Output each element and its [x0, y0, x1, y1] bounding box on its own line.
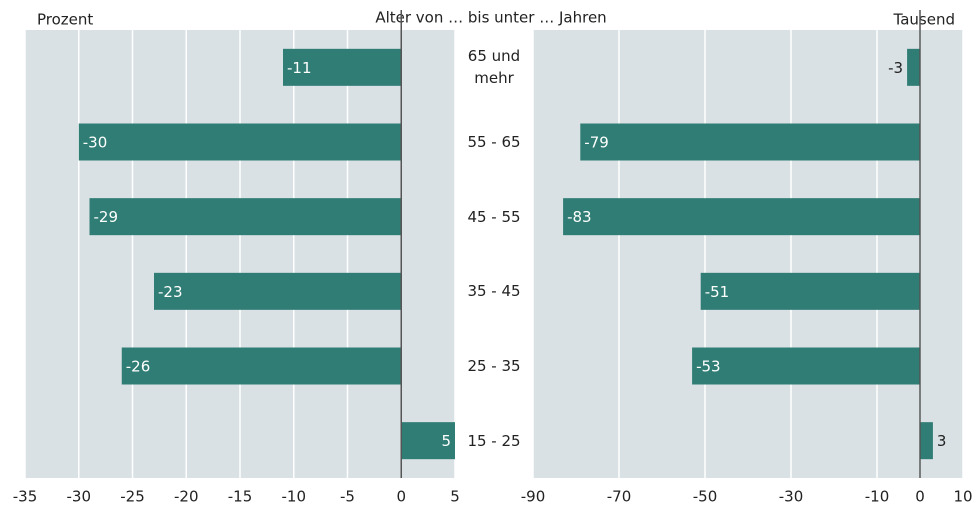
data-label: -26: [126, 358, 151, 376]
data-label: -79: [584, 134, 609, 152]
bar: [89, 198, 402, 236]
category-label: 15 - 25: [467, 431, 521, 450]
x-tick-label: -5: [340, 488, 355, 506]
x-tick-label: 10: [953, 488, 972, 506]
category-label: 55 - 65: [467, 133, 521, 151]
plot-background: [533, 30, 963, 478]
x-tick-label: -50: [693, 488, 718, 506]
bar: [154, 272, 402, 310]
bar: [78, 123, 402, 161]
category-label: 35 - 45: [467, 282, 521, 301]
bar: [121, 347, 402, 385]
data-label: 3: [937, 432, 947, 450]
data-label: -11: [287, 59, 312, 77]
bar: [920, 422, 933, 460]
x-tick-label: -10: [282, 488, 307, 506]
category-label: 45 - 55: [467, 207, 521, 226]
x-tick-label: -35: [13, 488, 38, 506]
x-tick-label: 5: [450, 488, 460, 506]
bar: [907, 48, 920, 86]
x-tick-label: 0: [915, 488, 925, 506]
category-label: 25 - 35: [467, 357, 521, 375]
bar: [692, 347, 920, 385]
bar: [580, 123, 920, 161]
bar: [700, 272, 920, 310]
data-label: -83: [567, 208, 592, 226]
bar: [563, 198, 920, 236]
axis-unit: Prozent: [37, 11, 93, 29]
x-tick-label: -30: [67, 488, 92, 506]
x-tick-label: -25: [120, 488, 145, 506]
x-tick-label: -70: [607, 488, 632, 506]
data-label: 5: [441, 432, 451, 450]
x-tick-label: -90: [521, 488, 546, 506]
data-label: -51: [705, 283, 730, 301]
category-label: 65 und mehr: [467, 47, 521, 88]
chart-title: Alter von … bis unter … Jahren: [375, 9, 606, 27]
data-label: -30: [83, 134, 108, 152]
data-label: -23: [158, 283, 183, 301]
data-label: -53: [696, 358, 721, 376]
axis-unit: Tausend: [893, 11, 955, 29]
bar: [283, 48, 402, 86]
x-tick-label: -10: [865, 488, 890, 506]
bar: [401, 422, 455, 460]
data-label: -3: [888, 59, 903, 77]
x-tick-label: -20: [174, 488, 199, 506]
x-tick-label: -15: [228, 488, 253, 506]
x-tick-label: 0: [396, 488, 406, 506]
x-tick-label: -30: [779, 488, 804, 506]
data-label: -29: [94, 208, 119, 226]
